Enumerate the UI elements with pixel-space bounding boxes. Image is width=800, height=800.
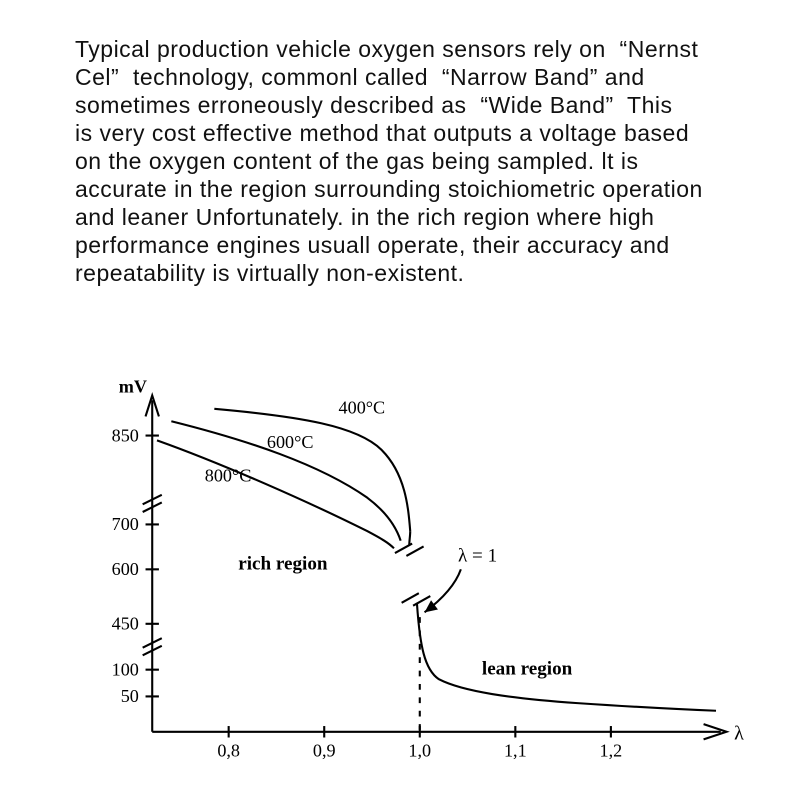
label-400c: 400°C — [339, 398, 386, 418]
x-axis-label: λ — [734, 722, 744, 744]
svg-text:600: 600 — [112, 559, 139, 579]
curve-break-marks — [395, 544, 430, 606]
svg-text:0,8: 0,8 — [217, 741, 240, 761]
svg-text:850: 850 — [112, 425, 139, 445]
label-600c: 600°C — [267, 432, 314, 452]
nernst-chart: 50 100 450 600 700 850 0,8 0,9 1,0 1,1 1,2 mV λ 4… — [70, 340, 760, 770]
annotation-lean-region: lean region — [482, 658, 573, 679]
page-root: Typical production vehicle oxygen sensor… — [0, 0, 800, 800]
annotation-rich-region: rich region — [238, 553, 328, 574]
svg-text:50: 50 — [121, 686, 139, 706]
svg-text:1,1: 1,1 — [504, 741, 527, 761]
svg-text:1,2: 1,2 — [600, 741, 623, 761]
label-800c: 800°C — [205, 465, 252, 485]
curve-800c — [157, 440, 394, 548]
curve-main-upper — [409, 531, 410, 545]
lambda1-arrow — [425, 569, 461, 612]
curve-main-lower — [417, 603, 716, 711]
svg-text:100: 100 — [112, 659, 139, 679]
chart-svg: 50 100 450 600 700 850 0,8 0,9 1,0 1,1 1,2 mV λ 4… — [70, 340, 760, 770]
y-axis-label: mV — [119, 377, 147, 397]
annotation-lambda-1: λ = 1 — [458, 546, 497, 567]
svg-text:700: 700 — [112, 514, 139, 534]
svg-text:0,9: 0,9 — [313, 741, 336, 761]
svg-text:1,0: 1,0 — [408, 741, 431, 761]
body-paragraph: Typical production vehicle oxygen sensor… — [75, 35, 715, 287]
svg-text:450: 450 — [112, 614, 139, 634]
